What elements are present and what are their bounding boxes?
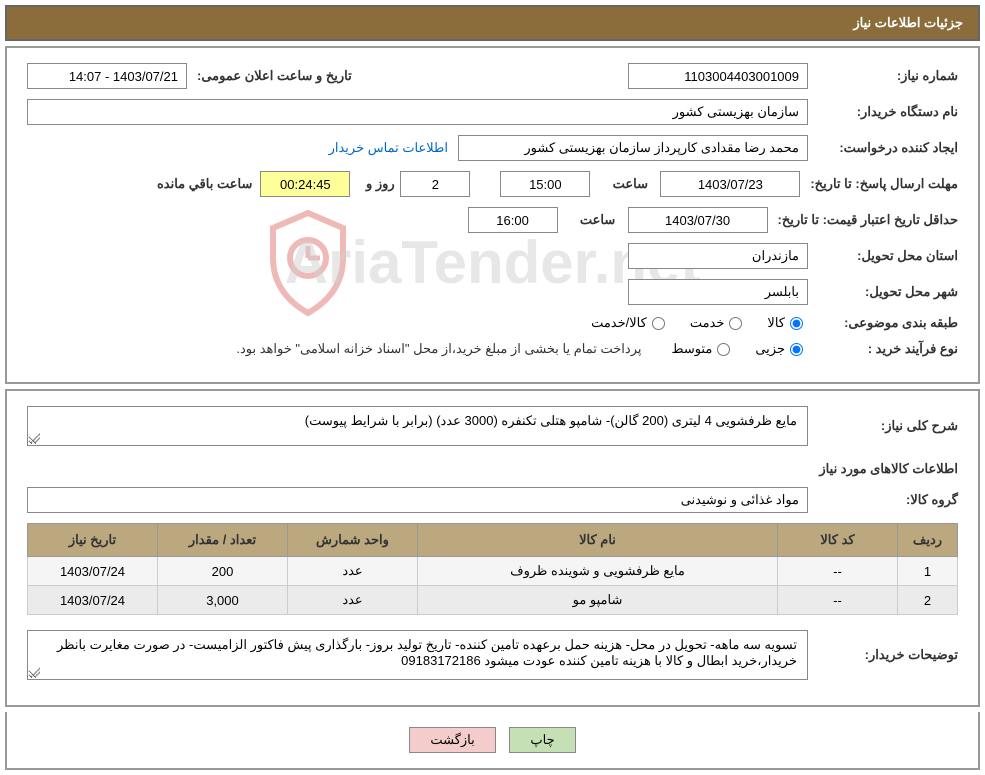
th-row: ردیف bbox=[898, 524, 958, 557]
cell-code: -- bbox=[778, 557, 898, 586]
row-buyer-notes: توضیحات خریدار: تسویه سه ماهه- تحویل در … bbox=[27, 630, 958, 680]
cell-date: 1403/07/24 bbox=[28, 557, 158, 586]
row-delivery-province: استان محل تحویل: مازندران bbox=[27, 243, 958, 269]
purchase-note: پرداخت تمام یا بخشی از مبلغ خرید،از محل … bbox=[236, 341, 641, 357]
purchase-opt2: متوسط bbox=[671, 341, 712, 357]
print-button[interactable]: چاپ bbox=[509, 727, 575, 753]
row-category: طبقه بندی موضوعی: کالا خدمت کالا/خدمت bbox=[27, 315, 958, 331]
response-date: 1403/07/23 bbox=[660, 171, 800, 197]
price-validity-date: 1403/07/30 bbox=[628, 207, 768, 233]
response-time: 15:00 bbox=[500, 171, 590, 197]
category-opt3: کالا/خدمت bbox=[591, 315, 647, 331]
delivery-city-label: شهر محل تحویل: bbox=[808, 284, 958, 300]
days-remaining: 2 bbox=[400, 171, 470, 197]
cell-unit: عدد bbox=[288, 557, 418, 586]
category-radio-goods[interactable] bbox=[790, 317, 803, 330]
requester-label: ایجاد کننده درخواست: bbox=[808, 140, 958, 156]
category-opt1: کالا bbox=[767, 315, 785, 331]
need-desc-label: شرح کلی نیاز: bbox=[808, 418, 958, 434]
purchase-radio-medium[interactable] bbox=[717, 343, 730, 356]
desc-section: شرح کلی نیاز: مایع ظرفشویی 4 لیتری (200 … bbox=[5, 389, 980, 707]
announce-date-label: تاریخ و ساعت اعلان عمومی: bbox=[187, 68, 352, 84]
row-requester: ایجاد کننده درخواست: محمد رضا مقدادی کار… bbox=[27, 135, 958, 161]
items-table: ردیف کد کالا نام کالا واحد شمارش تعداد /… bbox=[27, 523, 958, 615]
time-label-1: ساعت bbox=[590, 176, 660, 192]
button-bar: چاپ بازگشت bbox=[5, 712, 980, 770]
buyer-notes-label: توضیحات خریدار: bbox=[808, 647, 958, 663]
announce-date-value: 1403/07/21 - 14:07 bbox=[27, 63, 187, 89]
goods-group-value: مواد غذائی و نوشیدنی bbox=[27, 487, 808, 513]
remaining-label: ساعت باقي مانده bbox=[147, 176, 260, 192]
cell-row: 1 bbox=[898, 557, 958, 586]
items-section-title: اطلاعات کالاهای مورد نیاز bbox=[27, 461, 958, 477]
time-remaining: 00:24:45 bbox=[260, 171, 350, 197]
row-need-number: شماره نیاز: 1103004403001009 تاریخ و ساع… bbox=[27, 63, 958, 89]
price-validity-time: 16:00 bbox=[468, 207, 558, 233]
row-delivery-city: شهر محل تحویل: بابلسر bbox=[27, 279, 958, 305]
row-buyer-org: نام دستگاه خریدار: سازمان بهزیستی کشور bbox=[27, 99, 958, 125]
back-button[interactable]: بازگشت bbox=[409, 727, 495, 753]
purchase-type-label: نوع فرآیند خرید : bbox=[808, 341, 958, 357]
th-code: کد کالا bbox=[778, 524, 898, 557]
category-radio-service[interactable] bbox=[729, 317, 742, 330]
row-price-validity: حداقل تاریخ اعتبار قیمت: تا تاریخ: 1403/… bbox=[27, 207, 958, 233]
cell-name: مایع ظرفشویی و شوینده ظروف bbox=[418, 557, 778, 586]
buyer-org-label: نام دستگاه خریدار: bbox=[808, 104, 958, 120]
page-title: جزئیات اطلاعات نیاز bbox=[853, 15, 963, 30]
price-validity-label: حداقل تاریخ اعتبار قیمت: تا تاریخ: bbox=[768, 212, 958, 228]
main-form: AriaTender.net شماره نیاز: 1103004403001… bbox=[5, 46, 980, 384]
cell-date: 1403/07/24 bbox=[28, 586, 158, 615]
days-label: روز و bbox=[350, 176, 400, 192]
buyer-notes-value[interactable]: تسویه سه ماهه- تحویل در محل- هزینه حمل ب… bbox=[27, 630, 808, 680]
page-header: جزئیات اطلاعات نیاز bbox=[5, 5, 980, 41]
row-purchase-type: نوع فرآیند خرید : جزیی متوسط پرداخت تمام… bbox=[27, 341, 958, 357]
category-label: طبقه بندی موضوعی: bbox=[808, 315, 958, 331]
need-number-value: 1103004403001009 bbox=[628, 63, 808, 89]
requester-value: محمد رضا مقدادی کارپرداز سازمان بهزیستی … bbox=[458, 135, 808, 161]
table-row: 2 -- شامپو مو عدد 3,000 1403/07/24 bbox=[28, 586, 958, 615]
row-goods-group: گروه کالا: مواد غذائی و نوشیدنی bbox=[27, 487, 958, 513]
th-unit: واحد شمارش bbox=[288, 524, 418, 557]
th-name: نام کالا bbox=[418, 524, 778, 557]
delivery-city-value: بابلسر bbox=[628, 279, 808, 305]
cell-name: شامپو مو bbox=[418, 586, 778, 615]
goods-group-label: گروه کالا: bbox=[808, 492, 958, 508]
purchase-opt1: جزیی bbox=[755, 341, 785, 357]
response-deadline-label: مهلت ارسال پاسخ: تا تاریخ: bbox=[800, 176, 958, 192]
category-radio-both[interactable] bbox=[652, 317, 665, 330]
row-need-desc: شرح کلی نیاز: مایع ظرفشویی 4 لیتری (200 … bbox=[27, 406, 958, 446]
row-response-deadline: مهلت ارسال پاسخ: تا تاریخ: 1403/07/23 سا… bbox=[27, 171, 958, 197]
cell-code: -- bbox=[778, 586, 898, 615]
table-row: 1 -- مایع ظرفشویی و شوینده ظروف عدد 200 … bbox=[28, 557, 958, 586]
delivery-province-label: استان محل تحویل: bbox=[808, 248, 958, 264]
th-qty: تعداد / مقدار bbox=[158, 524, 288, 557]
cell-qty: 3,000 bbox=[158, 586, 288, 615]
need-number-label: شماره نیاز: bbox=[808, 68, 958, 84]
contact-link[interactable]: اطلاعات تماس خریدار bbox=[319, 140, 458, 156]
cell-unit: عدد bbox=[288, 586, 418, 615]
cell-qty: 200 bbox=[158, 557, 288, 586]
cell-row: 2 bbox=[898, 586, 958, 615]
time-label-2: ساعت bbox=[558, 212, 628, 228]
buyer-org-value: سازمان بهزیستی کشور bbox=[27, 99, 808, 125]
delivery-province-value: مازندران bbox=[628, 243, 808, 269]
table-header-row: ردیف کد کالا نام کالا واحد شمارش تعداد /… bbox=[28, 524, 958, 557]
need-desc-value[interactable]: مایع ظرفشویی 4 لیتری (200 گالن)- شامپو ه… bbox=[27, 406, 808, 446]
purchase-radio-minor[interactable] bbox=[790, 343, 803, 356]
category-opt2: خدمت bbox=[690, 315, 725, 331]
th-date: تاریخ نیاز bbox=[28, 524, 158, 557]
